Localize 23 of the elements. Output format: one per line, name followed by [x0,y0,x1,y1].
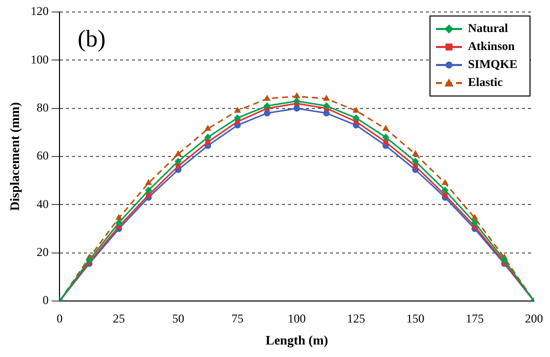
y-tick-label: 0 [42,293,49,308]
x-tick-label: 75 [232,311,244,326]
legend-label: Natural [468,21,509,36]
y-tick-label: 100 [30,52,49,66]
x-tick-label: 100 [288,311,306,326]
x-tick-label: 150 [406,311,424,326]
x-axis-title: Length (m) [266,332,328,348]
x-tick-label: 175 [466,311,484,326]
x-tick-label: 125 [347,311,366,326]
x-tick-label: 0 [56,311,63,326]
annotation: (b) [78,26,106,52]
y-tick-label: 40 [36,196,49,211]
legend-label: Atkinson [468,39,516,54]
legend-label: Elastic [468,75,504,90]
y-tick-label: 80 [36,100,49,114]
legend-label: SIMQKE [468,57,518,72]
x-tick-label: 25 [112,311,125,326]
y-tick-label: 60 [36,148,49,163]
x-tick-label: 50 [172,311,184,326]
x-tick-label: 200 [525,311,543,326]
y-axis-title: Displacement (mm) [7,102,22,211]
y-tick-label: 20 [36,244,49,259]
y-tick-label: 120 [30,4,49,18]
